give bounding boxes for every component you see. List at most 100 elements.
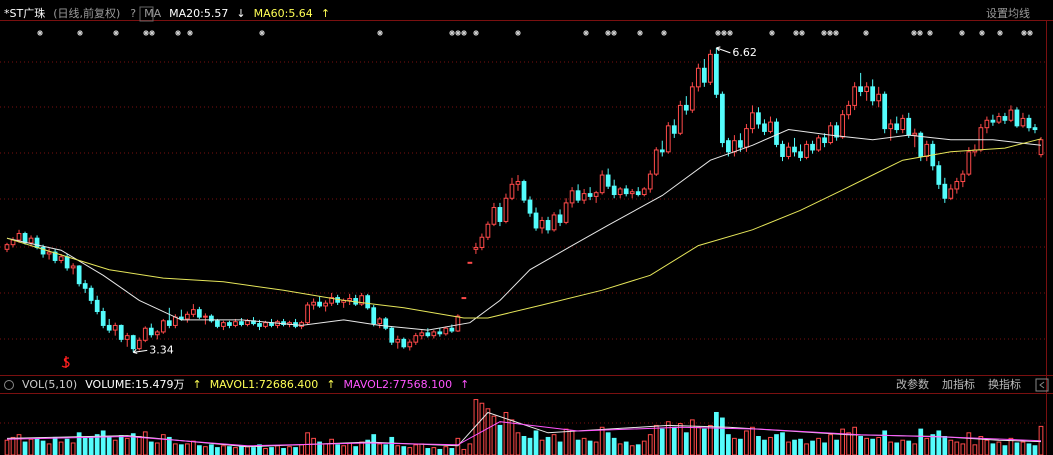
panel-icon[interactable] xyxy=(4,380,14,390)
annotation-arrow xyxy=(716,46,731,54)
volume-bar xyxy=(671,426,677,455)
candle-body xyxy=(545,220,551,231)
candle-body xyxy=(635,191,641,196)
candle-body xyxy=(473,246,479,250)
volume-bar xyxy=(389,436,395,455)
volume-bar xyxy=(130,433,136,455)
info-marker xyxy=(959,30,965,36)
candle-body xyxy=(311,301,316,306)
volume-bar xyxy=(822,442,827,455)
volume-bar xyxy=(503,411,509,455)
candle-body xyxy=(58,256,64,261)
candle-body xyxy=(960,173,966,183)
candle-body xyxy=(317,301,322,307)
candle-body xyxy=(768,121,773,132)
event-marker[interactable] xyxy=(61,356,70,368)
info-marker xyxy=(833,30,839,36)
info-marker xyxy=(259,30,265,36)
candle-body xyxy=(70,265,76,269)
candle-body xyxy=(221,322,226,327)
info-marker xyxy=(715,30,721,36)
volume-bar xyxy=(665,421,671,455)
volume-bar xyxy=(774,434,779,455)
header-text: VOL(5,10) xyxy=(22,378,77,391)
candle-body xyxy=(124,335,130,340)
volume-bar xyxy=(726,434,731,455)
volume-bar xyxy=(365,439,371,455)
info-marker xyxy=(149,30,155,36)
indicator-button[interactable]: 换指标 xyxy=(988,377,1021,391)
volume-bar xyxy=(575,439,581,455)
volume-bar xyxy=(88,436,94,455)
indicator-button[interactable]: 改参数 xyxy=(896,377,929,391)
candle-body xyxy=(569,190,575,204)
volume-bar xyxy=(124,437,130,455)
volume-bar xyxy=(191,440,196,455)
candle-body xyxy=(918,132,924,157)
candle-body xyxy=(263,322,268,327)
candle-body xyxy=(665,125,671,153)
candle-body xyxy=(365,295,371,309)
volume-bar xyxy=(443,446,449,455)
volume-bar xyxy=(461,448,467,455)
volume-bar xyxy=(593,441,599,455)
annotation-label: 3.34 xyxy=(149,343,174,356)
candle-body xyxy=(996,116,1002,123)
candle-body xyxy=(46,251,52,255)
volume-bar xyxy=(828,434,833,455)
candle-body xyxy=(521,181,527,201)
candle-body xyxy=(936,165,942,185)
candle-body xyxy=(623,188,629,195)
candle-body xyxy=(203,315,208,318)
scroll-icon[interactable] xyxy=(1035,378,1049,392)
volume-bar xyxy=(1020,441,1026,455)
volume-bar xyxy=(221,445,226,455)
volume-bar xyxy=(34,437,40,455)
volume-bar xyxy=(479,402,485,455)
candle-body xyxy=(1008,109,1014,121)
volume-bar xyxy=(58,441,64,455)
candle-body xyxy=(76,265,82,285)
candle-body xyxy=(852,86,857,106)
volume-bar xyxy=(581,437,587,455)
volume-bar xyxy=(383,444,389,455)
candle-body xyxy=(726,140,731,153)
candle-body xyxy=(774,121,779,145)
candle-body xyxy=(954,181,960,190)
candle-body xyxy=(82,283,88,289)
candle-body xyxy=(28,237,34,244)
volume-bar xyxy=(275,445,280,455)
volume-bar xyxy=(413,444,419,455)
candle-body xyxy=(389,327,395,343)
volume-bar xyxy=(40,440,46,455)
candle-body xyxy=(846,104,851,116)
candle-body xyxy=(822,137,827,144)
volume-bar xyxy=(154,442,160,455)
info-marker xyxy=(1021,30,1027,36)
candle-body xyxy=(497,207,503,222)
header-text: ↑ xyxy=(321,7,330,20)
candle-body xyxy=(455,315,461,332)
volume-bar xyxy=(900,439,906,455)
candle-body xyxy=(912,132,918,136)
volume-bar xyxy=(281,448,286,455)
settings-button[interactable]: 设置均线 xyxy=(986,6,1030,20)
volume-bar xyxy=(786,441,791,455)
header-text: *ST广珠 xyxy=(4,6,45,20)
candle-body xyxy=(714,53,719,95)
volume-bar xyxy=(858,436,864,455)
candle-body xyxy=(347,298,353,301)
volume-bar xyxy=(798,438,803,455)
indicator-button[interactable]: 加指标 xyxy=(942,377,975,391)
candle-body xyxy=(701,67,707,83)
candle-body xyxy=(840,114,845,138)
candle-body xyxy=(738,140,743,148)
candle-body xyxy=(166,320,172,326)
candle-body xyxy=(377,318,383,325)
average-line xyxy=(6,421,1042,447)
volume-bar xyxy=(419,443,425,455)
volume-bar xyxy=(876,436,882,455)
header-text: ? xyxy=(130,7,136,20)
candle-body xyxy=(118,324,124,340)
help-box[interactable] xyxy=(139,6,154,22)
